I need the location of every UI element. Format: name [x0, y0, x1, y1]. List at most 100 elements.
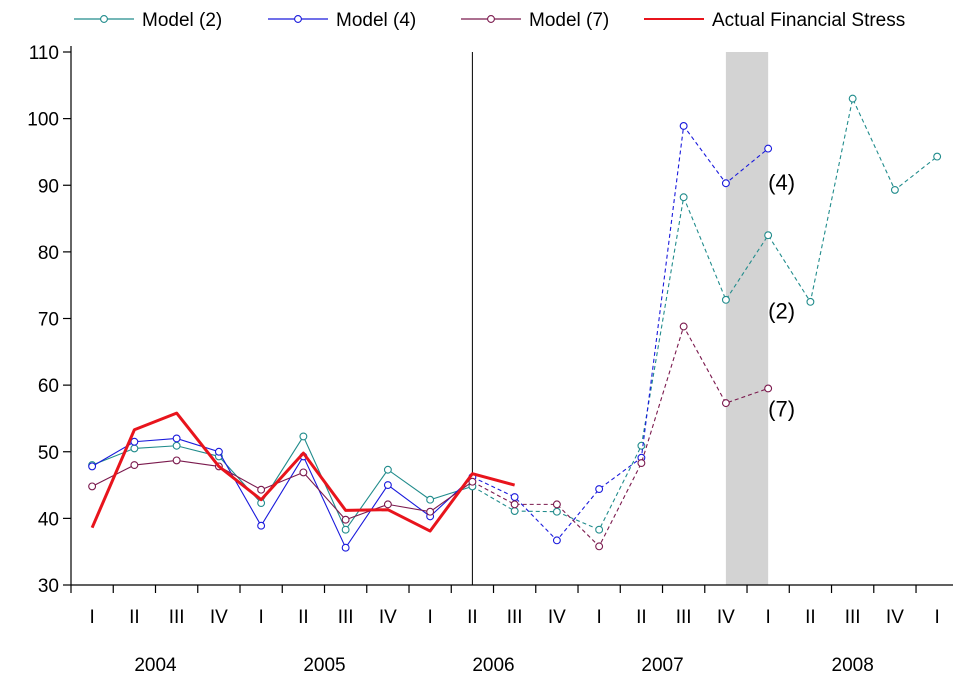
legend-label: Actual Financial Stress [712, 10, 905, 31]
x-tick-label: IV [886, 607, 904, 628]
year-label: 2006 [472, 655, 514, 676]
data-point [764, 384, 773, 393]
data-point [383, 481, 392, 490]
data-point [341, 525, 350, 534]
data-point [764, 144, 773, 153]
data-point [806, 297, 815, 306]
data-point [510, 500, 519, 509]
data-point [552, 507, 561, 516]
x-tick-label: I [427, 607, 432, 628]
data-point [510, 493, 519, 502]
x-tick-label: I [597, 607, 602, 628]
series-line-forecast [472, 124, 769, 542]
x-tick-label: IV [548, 607, 566, 628]
series-line-history [91, 435, 473, 531]
y-tick-label: 50 [38, 443, 59, 464]
x-tick-label: III [845, 607, 861, 628]
legend-entry-0: Model (2) [74, 10, 222, 31]
data-point [299, 468, 308, 477]
y-tick-label: 100 [27, 110, 59, 131]
data-point [257, 485, 266, 494]
series-line-forecast [472, 96, 938, 531]
x-tick-label: I [935, 607, 940, 628]
data-point [679, 193, 688, 202]
series-annotation: (4) [768, 170, 795, 195]
legend-entry-3: Actual Financial Stress [644, 10, 905, 31]
year-label: 2007 [641, 655, 683, 676]
legend-entry-1: Model (4) [268, 10, 416, 31]
x-tick-label: I [766, 607, 771, 628]
series-2 [88, 322, 773, 551]
series-annotation: (2) [768, 299, 795, 324]
data-point [679, 322, 688, 331]
y-tick-label: 70 [38, 310, 59, 331]
data-point [88, 462, 97, 471]
series-layer [88, 94, 942, 552]
y-tick-label: 30 [38, 576, 59, 597]
x-tick-label: II [467, 607, 478, 628]
data-point [172, 434, 181, 443]
data-point [721, 295, 730, 304]
x-tick-label: II [636, 607, 647, 628]
x-tick-label: IV [210, 607, 228, 628]
data-point [552, 500, 561, 509]
data-point [679, 122, 688, 130]
y-tick-label: 40 [38, 509, 59, 530]
data-point [552, 536, 561, 545]
data-point [468, 477, 477, 486]
data-point [721, 399, 730, 408]
series-line-history [91, 437, 473, 549]
data-point [299, 432, 308, 441]
x-tick-label: III [169, 607, 185, 628]
y-tick-label: 90 [38, 176, 59, 197]
x-tick-label: IV [379, 607, 397, 628]
data-point [890, 185, 899, 194]
series-3 [90, 411, 516, 533]
series-0 [88, 94, 942, 534]
series-line [90, 411, 516, 533]
annotations: (4) (2) (7) [768, 170, 795, 422]
year-label: 2008 [832, 655, 874, 676]
data-point [257, 521, 266, 530]
data-point [214, 447, 223, 456]
legend-marker [100, 15, 108, 23]
data-point [426, 507, 435, 516]
year-label: 2005 [303, 655, 345, 676]
x-tick-label: III [507, 607, 523, 628]
data-point [130, 437, 139, 446]
data-point [721, 179, 730, 188]
data-point [595, 525, 604, 534]
data-point [383, 500, 392, 509]
data-point [172, 456, 181, 465]
data-point [341, 543, 350, 552]
legend: Model (2) Model (4) Model (7) Actual Financ… [74, 10, 905, 31]
legend-entry-2: Model (7) [461, 10, 609, 31]
x-tick-label: III [338, 607, 354, 628]
x-tick-label: II [805, 607, 816, 628]
data-point [764, 231, 773, 240]
data-point [172, 441, 181, 450]
y-tick-label: 60 [38, 376, 59, 397]
year-label: 2004 [134, 655, 177, 676]
series-annotation: (7) [768, 396, 795, 421]
data-point [637, 459, 646, 468]
x-tick-label: II [129, 607, 140, 628]
legend-marker [487, 15, 495, 23]
series-line-history [91, 459, 473, 521]
y-tick-label: 110 [29, 43, 59, 64]
data-point [510, 507, 519, 515]
data-point [848, 94, 857, 103]
x-tick-label: III [676, 607, 692, 628]
x-tick-label: II [298, 607, 309, 628]
data-point [595, 485, 604, 494]
legend-label: Model (2) [142, 10, 222, 31]
shaded-region [725, 52, 769, 585]
x-tick-label: I [89, 607, 94, 628]
data-point [130, 444, 139, 453]
data-point [933, 152, 942, 161]
data-point [426, 495, 435, 504]
x-tick-label: I [258, 607, 263, 628]
series-1 [88, 122, 773, 552]
